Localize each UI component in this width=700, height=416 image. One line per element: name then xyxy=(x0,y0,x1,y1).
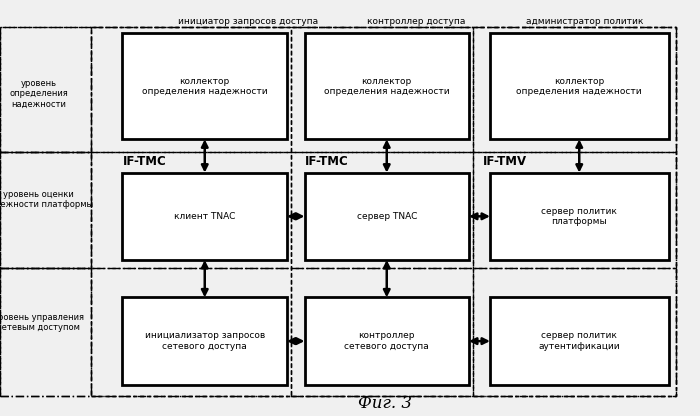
Text: уровень управления
сетевым доступом: уровень управления сетевым доступом xyxy=(0,313,84,332)
Bar xyxy=(290,27,473,396)
Text: IF-TMV: IF-TMV xyxy=(483,155,527,168)
Text: Фиг. 3: Фиг. 3 xyxy=(358,395,412,412)
Bar xyxy=(0,152,676,268)
Text: контроллер доступа: контроллер доступа xyxy=(368,17,466,27)
Text: коллектор
определения надежности: коллектор определения надежности xyxy=(324,77,449,96)
Text: уровень оценки
надежности платформы: уровень оценки надежности платформы xyxy=(0,190,93,209)
Text: коллектор
определения надежности: коллектор определения надежности xyxy=(142,77,267,96)
Bar xyxy=(304,297,469,385)
Bar xyxy=(122,173,287,260)
Bar xyxy=(0,27,91,152)
Text: сервер TNAC: сервер TNAC xyxy=(356,212,417,221)
Text: администратор политик: администратор политик xyxy=(526,17,643,27)
Text: IF-TMC: IF-TMC xyxy=(304,155,349,168)
Bar xyxy=(490,173,668,260)
Text: контроллер
сетевого доступа: контроллер сетевого доступа xyxy=(344,332,429,351)
Bar xyxy=(490,33,668,139)
Text: инициатор запросов доступа: инициатор запросов доступа xyxy=(178,17,318,27)
Text: коллектор
определения надежности: коллектор определения надежности xyxy=(517,77,642,96)
Bar xyxy=(122,33,287,139)
Bar xyxy=(91,27,676,396)
Bar xyxy=(0,268,676,396)
Bar xyxy=(122,297,287,385)
Text: уровень
определения
надежности: уровень определения надежности xyxy=(9,79,68,109)
Text: сервер политик
платформы: сервер политик платформы xyxy=(541,207,617,226)
Bar xyxy=(304,33,469,139)
Text: сервер политик
аутентификации: сервер политик аутентификации xyxy=(538,332,620,351)
Bar xyxy=(0,27,676,152)
Text: клиент TNAC: клиент TNAC xyxy=(174,212,235,221)
Bar xyxy=(91,27,290,396)
Bar xyxy=(0,152,91,268)
Bar xyxy=(490,297,668,385)
Bar xyxy=(0,268,91,396)
Bar xyxy=(473,27,676,396)
Text: IF-TMC: IF-TMC xyxy=(122,155,167,168)
Bar xyxy=(304,173,469,260)
Text: инициализатор запросов
сетевого доступа: инициализатор запросов сетевого доступа xyxy=(145,332,265,351)
